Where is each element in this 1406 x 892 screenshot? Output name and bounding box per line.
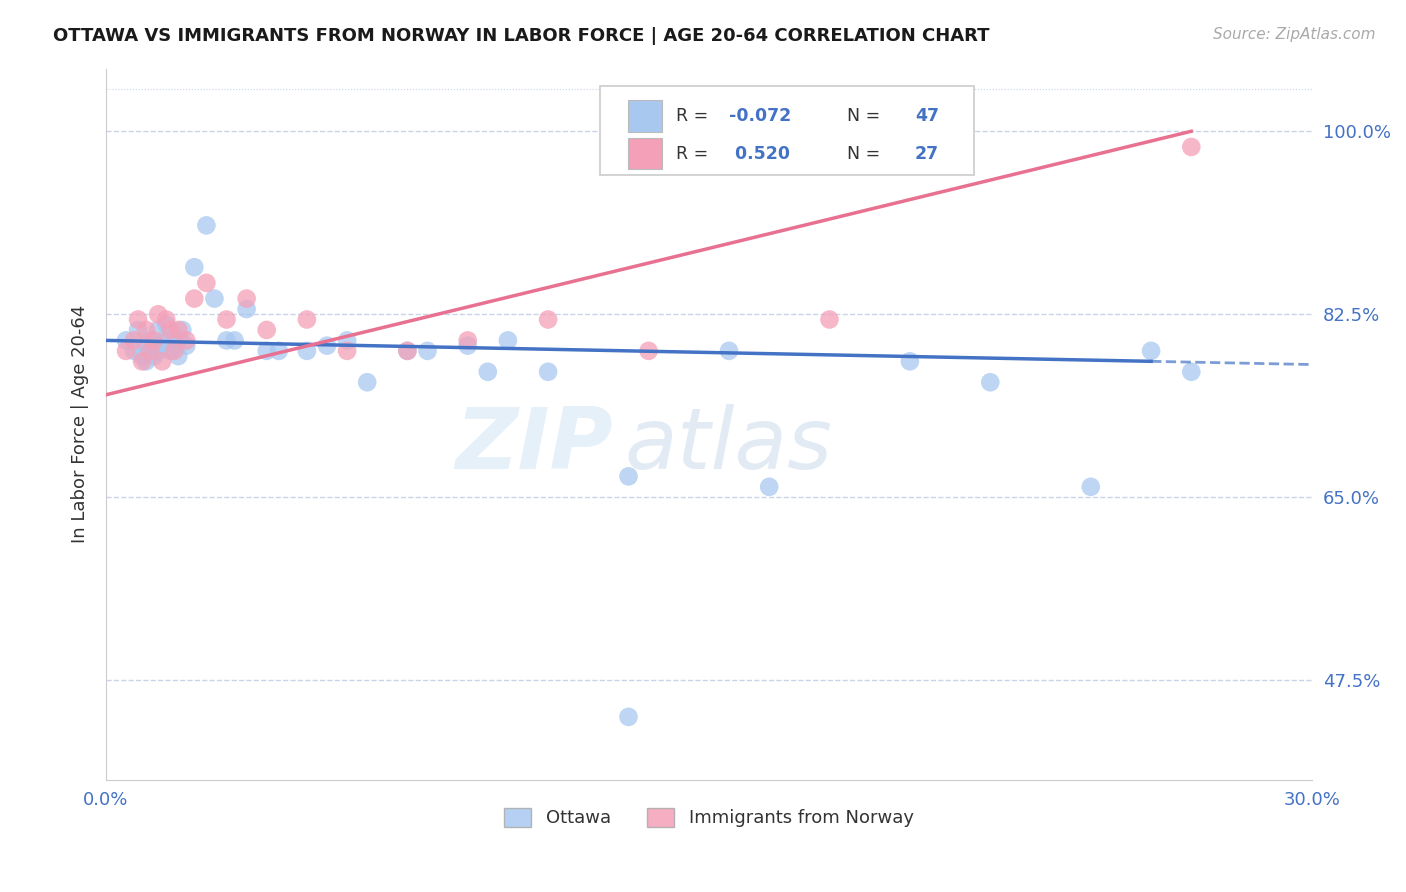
Text: R =: R = [676, 107, 714, 125]
Bar [628, 138, 662, 169]
Point [256, 323, 278, 337]
Point [172, 323, 194, 337]
Point [457, 338, 479, 352]
Point [167, 323, 190, 337]
Point [617, 710, 640, 724]
Point [758, 480, 780, 494]
Point [818, 312, 841, 326]
Text: 47: 47 [915, 107, 939, 125]
Point [1140, 343, 1163, 358]
Point [215, 312, 238, 326]
Point [195, 219, 218, 233]
Point [183, 292, 205, 306]
Point [396, 343, 419, 358]
Point [167, 334, 190, 348]
Point [336, 334, 359, 348]
Point [457, 334, 479, 348]
Point [131, 354, 153, 368]
Point [235, 301, 257, 316]
Point [336, 343, 359, 358]
Point [143, 338, 166, 352]
Point [717, 343, 740, 358]
Point [295, 343, 318, 358]
Point [135, 338, 157, 352]
Point [139, 343, 162, 358]
Point [316, 338, 339, 352]
Point [159, 343, 181, 358]
Point [146, 343, 169, 358]
Point [256, 343, 278, 358]
Point [396, 343, 419, 358]
Point [135, 354, 157, 368]
Point [155, 312, 177, 326]
Point [979, 376, 1001, 390]
Point [617, 469, 640, 483]
Point [155, 318, 177, 332]
Point [195, 276, 218, 290]
Point [356, 376, 378, 390]
Point [183, 260, 205, 275]
Point [477, 365, 499, 379]
Point [146, 323, 169, 337]
Point [1180, 140, 1202, 154]
Point [167, 349, 190, 363]
Point [1080, 480, 1102, 494]
Text: R =: R = [676, 145, 714, 162]
Text: N =: N = [835, 145, 886, 162]
Point [127, 323, 149, 337]
Point [267, 343, 290, 358]
Point [215, 334, 238, 348]
Point [122, 334, 145, 348]
Point [898, 354, 921, 368]
Point [155, 334, 177, 348]
Point [139, 334, 162, 348]
Text: 0.520: 0.520 [730, 145, 790, 162]
Point [637, 343, 659, 358]
Point [159, 323, 181, 337]
Y-axis label: In Labor Force | Age 20-64: In Labor Force | Age 20-64 [72, 305, 89, 543]
Point [176, 338, 198, 352]
Text: N =: N = [835, 107, 886, 125]
Point [143, 334, 166, 348]
Text: ZIP: ZIP [454, 404, 613, 487]
Point [143, 349, 166, 363]
Point [235, 292, 257, 306]
Text: OTTAWA VS IMMIGRANTS FROM NORWAY IN LABOR FORCE | AGE 20-64 CORRELATION CHART: OTTAWA VS IMMIGRANTS FROM NORWAY IN LABO… [53, 27, 990, 45]
Point [416, 343, 439, 358]
Point [127, 312, 149, 326]
Point [204, 292, 226, 306]
Point [115, 343, 138, 358]
Bar [628, 101, 662, 131]
Point [146, 307, 169, 321]
Point [122, 343, 145, 358]
Point [115, 334, 138, 348]
Text: -0.072: -0.072 [730, 107, 792, 125]
Point [176, 334, 198, 348]
Point [163, 334, 186, 348]
Point [163, 343, 186, 358]
Point [150, 338, 173, 352]
Text: 27: 27 [915, 145, 939, 162]
Point [295, 312, 318, 326]
Legend: Ottawa, Immigrants from Norway: Ottawa, Immigrants from Norway [498, 801, 921, 835]
Point [1180, 365, 1202, 379]
Point [537, 312, 560, 326]
Point [537, 365, 560, 379]
Text: Source: ZipAtlas.com: Source: ZipAtlas.com [1212, 27, 1375, 42]
Point [150, 354, 173, 368]
Point [496, 334, 519, 348]
Point [135, 323, 157, 337]
Point [131, 349, 153, 363]
FancyBboxPatch shape [600, 87, 974, 175]
Text: atlas: atlas [624, 404, 832, 487]
Point [224, 334, 246, 348]
